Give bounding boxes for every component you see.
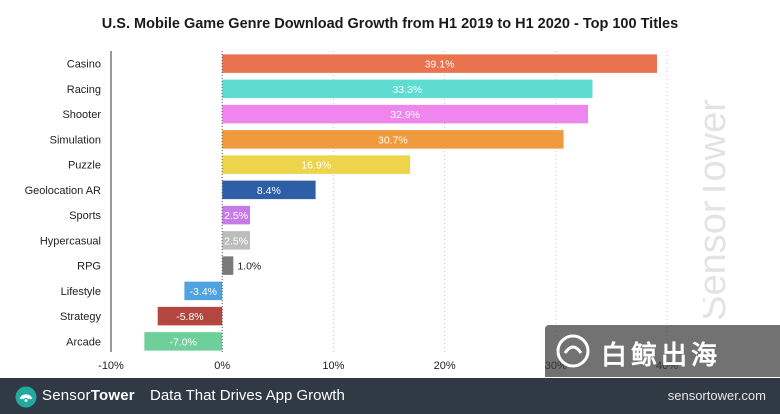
data-label: 33.3% — [392, 84, 422, 96]
category-label: Strategy — [60, 311, 101, 323]
x-tick-label: 20% — [434, 360, 456, 372]
bar — [222, 54, 657, 73]
overlay-text: 白鲸出海 — [601, 340, 722, 370]
category-label: Puzzle — [68, 160, 101, 172]
category-label: Casino — [67, 59, 101, 71]
bar — [222, 256, 234, 275]
footer-tagline: Data That Drives App Growth — [150, 387, 345, 404]
overlay-logo-icon — [556, 334, 590, 368]
category-label: Sports — [69, 210, 101, 222]
x-tick-label: 10% — [322, 360, 344, 372]
bar — [184, 281, 223, 301]
watermark-text: SensorTower — [703, 99, 734, 321]
x-tick-label: -10% — [98, 360, 124, 372]
category-label: Geolocation AR — [25, 185, 101, 197]
category-label: Racing — [67, 84, 101, 96]
footer-brand: SensorTower — [42, 387, 135, 404]
data-label: 16.9% — [301, 160, 331, 172]
data-label: 32.9% — [390, 109, 420, 121]
x-tick-label: 0% — [214, 360, 230, 372]
data-label: 1.0% — [237, 261, 261, 273]
category-label: Shooter — [62, 109, 101, 121]
footer-site: sensortower.com — [667, 388, 766, 403]
bar — [222, 155, 411, 174]
bar — [157, 306, 223, 326]
overlay-watermark: 白鲸出海 — [545, 325, 780, 377]
bar — [222, 104, 589, 124]
data-label: 8.4% — [257, 185, 281, 197]
data-label: -7.0% — [170, 336, 197, 348]
data-label: 30.7% — [378, 134, 408, 146]
category-label: Simulation — [50, 134, 101, 146]
data-label: -3.4% — [190, 286, 217, 298]
bar — [222, 130, 564, 149]
sensortower-watermark: SensorTower — [703, 99, 734, 321]
bar — [222, 205, 250, 225]
category-label: Hypercasual — [40, 235, 101, 247]
bar — [222, 79, 593, 99]
chart-title: U.S. Mobile Game Genre Download Growth f… — [101, 16, 679, 32]
footer-bar: SensorTower Data That Drives App Growth … — [0, 378, 780, 414]
footer-brand-tower: Tower — [90, 387, 135, 404]
data-label: 39.1% — [425, 59, 455, 71]
data-label: 2.5% — [224, 235, 248, 247]
bar — [222, 180, 316, 200]
bar — [222, 231, 250, 250]
bar — [144, 332, 223, 351]
sensortower-logo-icon — [15, 386, 37, 408]
category-label: Arcade — [66, 336, 101, 348]
footer-brand-sensor: Sensor — [42, 387, 91, 404]
data-label: -5.8% — [176, 311, 203, 323]
bar-chart: -10%0%10%20%30%40%Casino39.1%Racing33.3%… — [25, 51, 678, 372]
data-label: 2.5% — [224, 210, 248, 222]
category-label: RPG — [77, 261, 101, 273]
category-label: Lifestyle — [61, 286, 101, 298]
